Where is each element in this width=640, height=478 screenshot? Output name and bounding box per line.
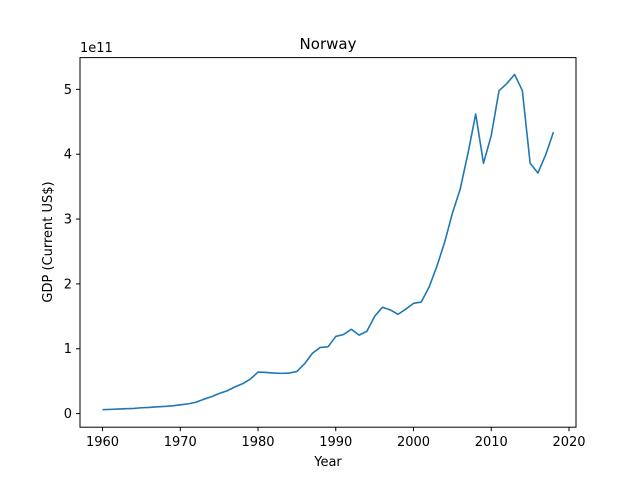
gdp-series-line [102, 73, 555, 411]
x-tick-label: 2010 [475, 435, 508, 450]
x-tick-label: 2000 [397, 435, 430, 450]
x-tick-label: 1990 [319, 435, 352, 450]
y-tick-label: 0 [64, 407, 72, 422]
y-tick-label: 1 [64, 342, 72, 357]
y-axis-label: GDP (Current US$) [41, 181, 56, 302]
x-tick-label: 1970 [164, 435, 197, 450]
x-axis-label: Year [313, 455, 342, 470]
x-tick-label: 2020 [552, 435, 585, 450]
plot-frame [79, 57, 577, 428]
plot-area [80, 57, 576, 428]
y-axis-ticks: 0 1 2 3 4 5 [64, 83, 80, 422]
x-axis-ticks: 1960 1970 1980 1990 2000 2010 2020 [86, 427, 586, 450]
y-tick-label: 2 [64, 277, 72, 292]
y-tick-label: 4 [64, 148, 72, 163]
series-layer [102, 73, 555, 411]
y-offset-label: 1e11 [80, 41, 113, 56]
chart-title: Norway [300, 35, 357, 53]
y-tick-label: 5 [64, 83, 72, 98]
y-tick-label: 3 [64, 213, 72, 228]
x-tick-label: 1960 [86, 435, 119, 450]
x-tick-label: 1980 [241, 435, 274, 450]
